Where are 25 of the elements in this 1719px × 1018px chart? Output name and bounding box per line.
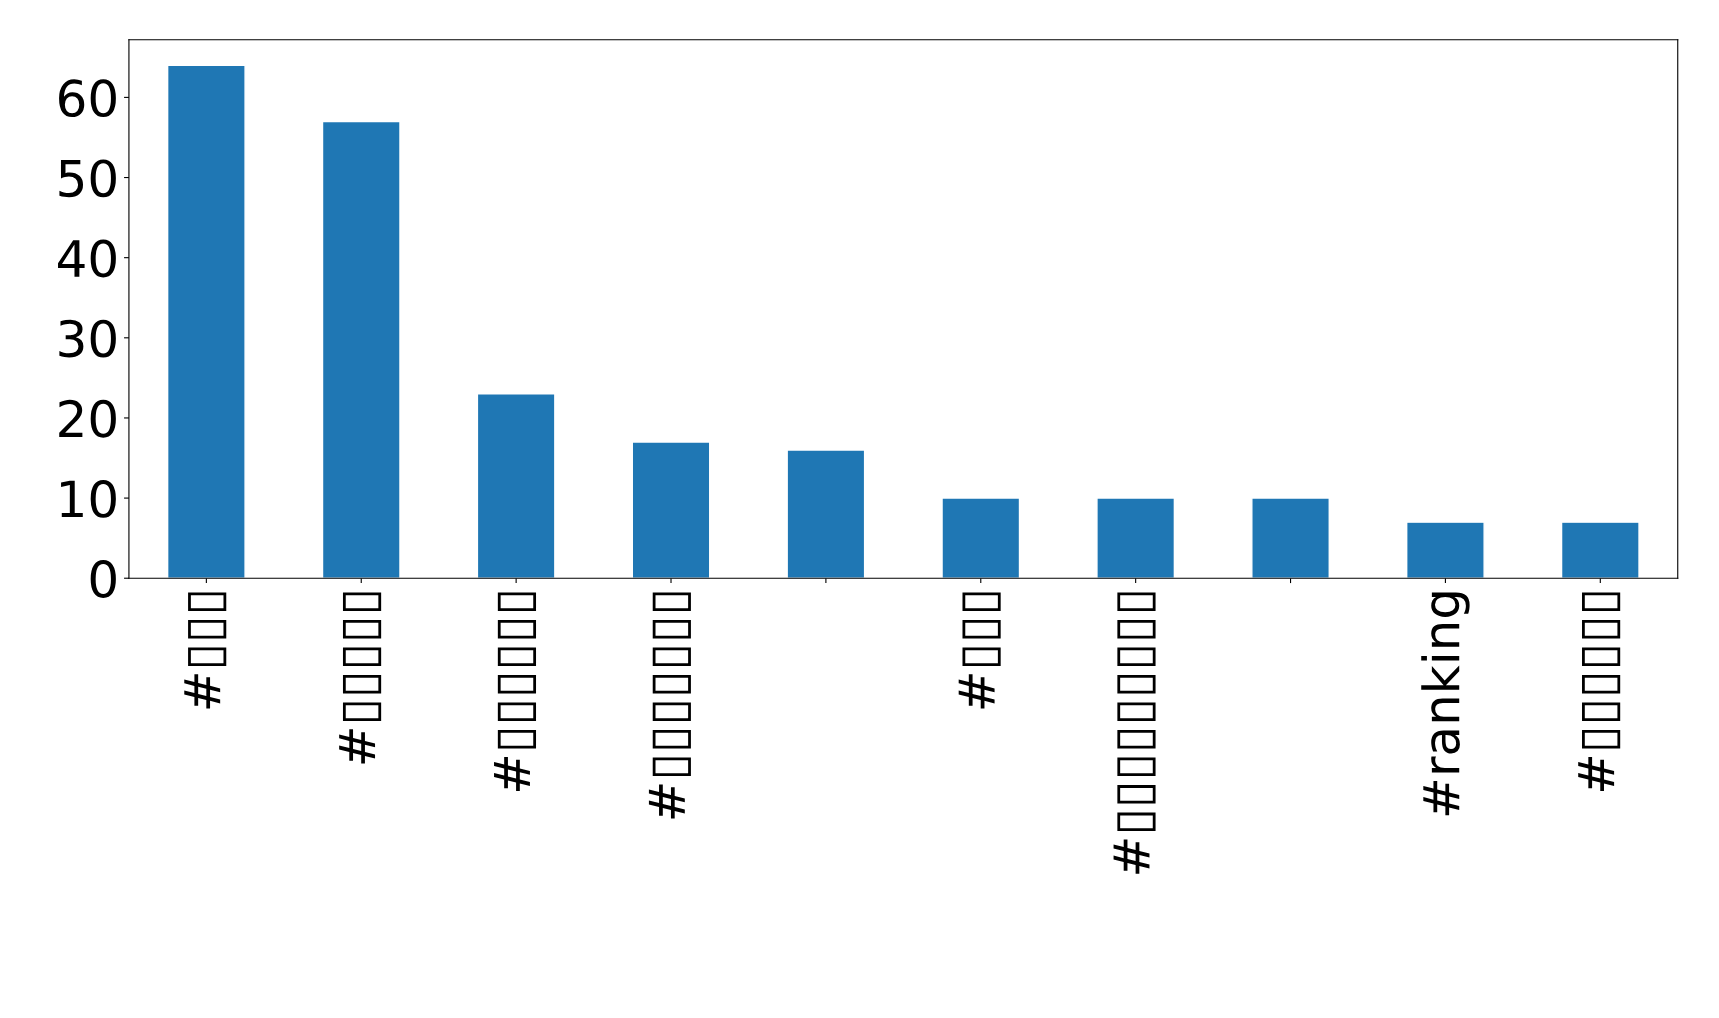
bar [1560,521,1640,579]
y-tick-label: 0 [90,560,116,598]
bar [166,64,246,579]
x-tick-label: #▯▯▯ [184,592,227,709]
y-tick-label: 60 [59,79,116,118]
bar [321,120,401,579]
y-tick-label: 20 [59,399,116,438]
bar [941,497,1021,579]
bar [631,441,711,579]
x-tick-label: #ranking [1421,592,1470,816]
bar [1406,521,1485,579]
y-tick-label: 30 [59,319,116,358]
bar [786,449,866,579]
bar [1251,497,1330,579]
y-tick-label: 50 [59,159,116,198]
x-tick-label: #▯▯▯ [958,592,1001,709]
x-tick-label: #▯▯▯▯▯▯▯ [648,592,691,819]
bar [476,393,556,579]
bar [1096,497,1176,579]
x-tick-label: #▯▯▯▯▯▯ [1578,592,1621,792]
x-tick-label: #▯▯▯▯▯▯ [494,592,537,792]
x-tick-label: #▯▯▯▯▯▯▯▯▯ [1113,592,1156,874]
y-tick-label: 40 [58,239,116,278]
x-tick-label: #▯▯▯▯▯ [339,592,382,764]
y-tick-label: 10 [61,479,116,518]
